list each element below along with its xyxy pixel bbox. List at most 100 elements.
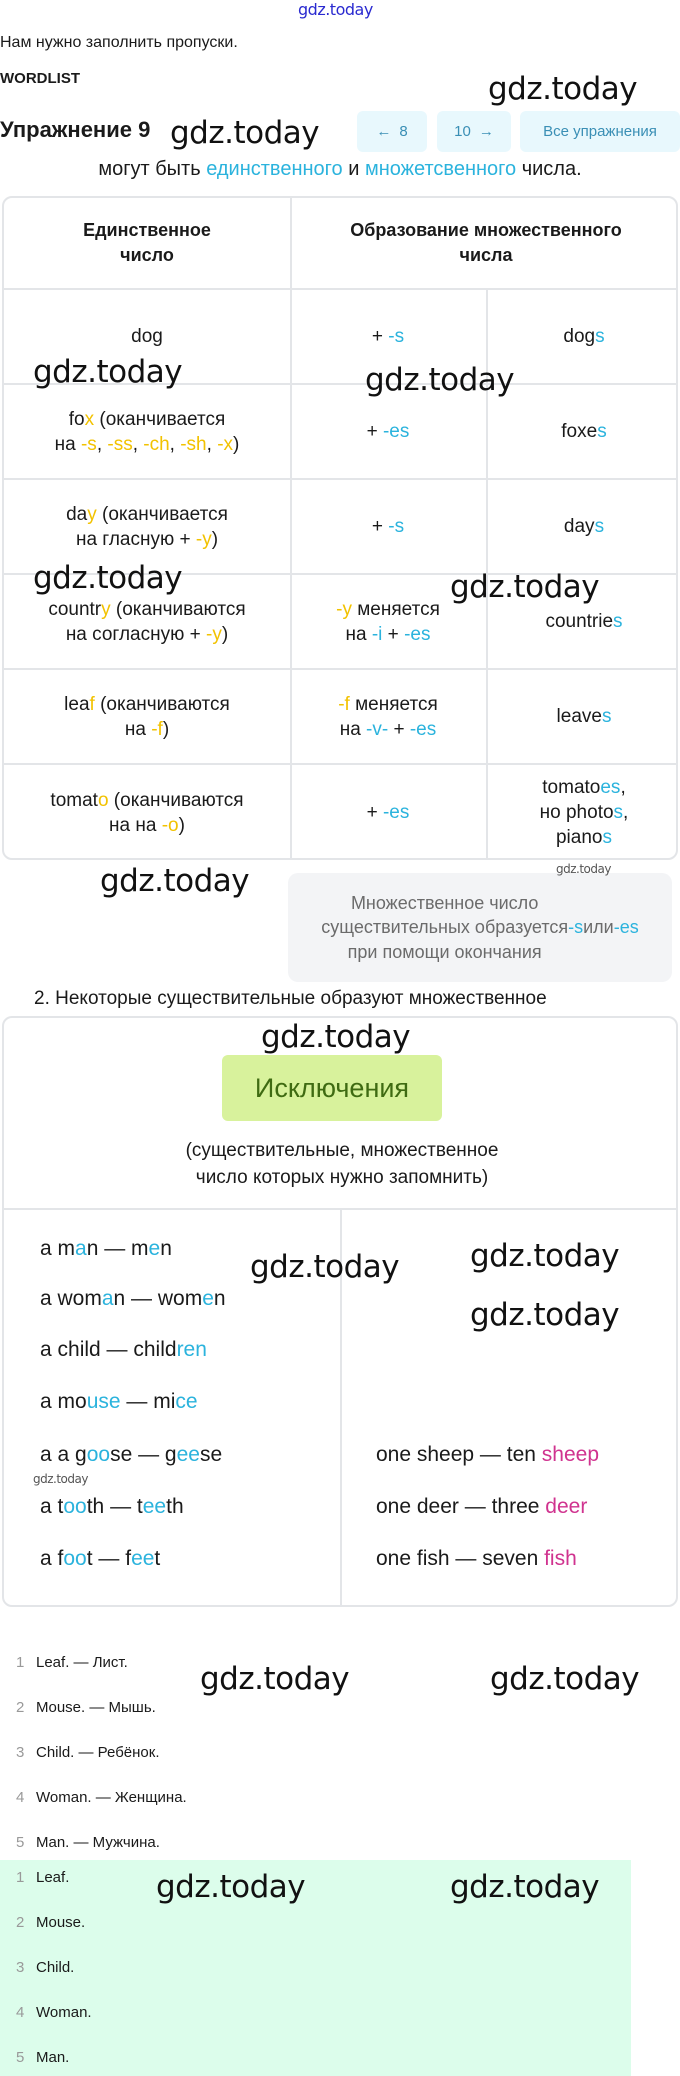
item-text: Mouse. [36,1914,86,1931]
text-segment: s [594,516,605,537]
text-segment: lea [64,693,90,715]
text-segment: ) [211,528,219,550]
invariant-pair: one deer — three deer [376,1494,587,1520]
item-text: Child. [36,1959,75,1976]
cell-plural: countries [486,575,676,670]
item-text: Woman. — Женщина. [36,1789,187,1806]
cell-singular: leaf (оканчиваются на -f) [4,670,292,765]
item-number: 1 [16,1654,25,1671]
text-segment: a a g [40,1443,87,1466]
text-segment: s [595,326,605,347]
text-segment: (оканчиваются на согласную + [65,598,246,645]
text-segment: -ss [107,433,133,455]
text-segment: — mi [120,1390,176,1413]
text-segment: + [382,623,405,645]
item-text: Man. [36,2049,70,2066]
header-plural-formation: Образование множественного числа [290,198,676,290]
text-segment: меняется на [345,598,440,645]
list-item: 3 Child. [0,1958,74,1978]
text-segment: a child — child [40,1338,177,1361]
text-segment: a [101,1287,114,1310]
text-segment: n — m [86,1237,149,1260]
text-segment: oo [86,1443,111,1466]
exception-pair: a foot — feet [40,1546,160,1572]
text-segment: a [75,1237,87,1260]
item-number: 4 [16,2004,25,2021]
text-segment: ren [176,1338,207,1361]
text-segment: (оканчивается на гласную + [75,503,228,550]
cell-rule: -f меняется на -v- + -es [290,670,488,765]
text-segment: -s [388,516,405,537]
list-item: 5 Man. [0,2048,69,2068]
text-segment: Множественное число существительных обра… [321,892,569,962]
cell-text: days [564,514,604,539]
text-segment: , [132,433,144,455]
text-segment: a f [40,1547,64,1570]
item-number: 3 [16,1959,25,1976]
text-segment: sheep [541,1443,600,1466]
text-segment: + [366,802,383,823]
text-segment: -es [613,917,639,938]
text-segment: + [371,326,389,347]
cell-singular: fox (оканчивается на -s, -ss, -ch, -sh, … [4,385,292,480]
item-text: Leaf. [36,1869,70,1886]
text-segment: t — f [86,1547,132,1570]
text-segment: one sheep — ten [376,1443,542,1466]
wordlist-label: WORDLIST [0,70,80,87]
text-segment: a t [40,1495,64,1518]
text-segment: e [202,1287,214,1310]
intro-text: Нам нужно заполнить пропуски. [0,34,238,51]
list-item: 4 Woman. — Женщина. [0,1788,187,1808]
item-number: 1 [16,1869,25,1886]
list-item: 5 Man. — Мужчина. [0,1833,160,1853]
cell-text: foxes [561,419,606,444]
header-singular: Единственное число [4,198,292,290]
text-segment: da [66,503,88,525]
text-segment: use [86,1390,121,1413]
text-segment: + [371,516,389,537]
watermark: gdz.today [490,1661,640,1697]
text-segment: e [148,1237,161,1260]
text-segment: -y [206,623,222,645]
text-segment: x [84,408,95,430]
cell-plural: leaves [486,670,676,765]
cell-text: tomato (оканчиваются на на -o) [50,788,243,838]
page-title: Упражнение 9 [0,117,151,142]
list-item: 1 Leaf. — Лист. [0,1653,128,1673]
text-segment: day [563,516,595,537]
cell-plural: days [486,480,676,575]
next-exercise-button[interactable]: 10 → [437,111,511,152]
item-text: Mouse. — Мышь. [36,1699,156,1716]
text-segment: + [366,421,383,442]
cell-plural: foxes [486,385,676,480]
list-item: 2 Mouse. [0,1913,85,1933]
text-segment: one fish — seven [376,1547,545,1570]
text-segment: n [160,1237,172,1260]
text-segment: ) [233,433,240,455]
text-segment: s [613,802,624,823]
cell-singular: country (оканчиваются на согласную + -y) [4,575,292,670]
text-segment: -x [217,433,234,455]
text-segment: ee [131,1547,155,1570]
cell-text: dog [131,324,163,349]
prev-exercise-label: 8 [399,123,408,140]
text-segment: s [602,827,612,848]
text-segment: n — wom [113,1287,203,1310]
exceptions-subtitle: (существительные, множественное число ко… [185,1140,499,1188]
text-segment: (оканчиваются на на [109,789,244,836]
text-segment: oo [63,1547,87,1570]
prev-exercise-button[interactable]: ← 8 [357,111,427,152]
text-segment: fo [68,408,85,430]
list-item: 4 Woman. [0,2003,92,2023]
text-segment: -sh [180,433,207,455]
text-segment: -f [338,693,350,715]
text-segment: числа. [516,158,582,180]
text-segment: -s [388,326,405,347]
text-segment: leave [556,706,602,727]
text-segment: foxe [561,421,598,442]
text-segment: o [97,789,109,811]
all-exercises-button[interactable]: Все упражнения [520,111,680,152]
plural-formation-table: Единственное число Образование множестве… [2,196,678,860]
text-segment: countrie [545,611,614,632]
text-segment: ce [175,1390,198,1413]
